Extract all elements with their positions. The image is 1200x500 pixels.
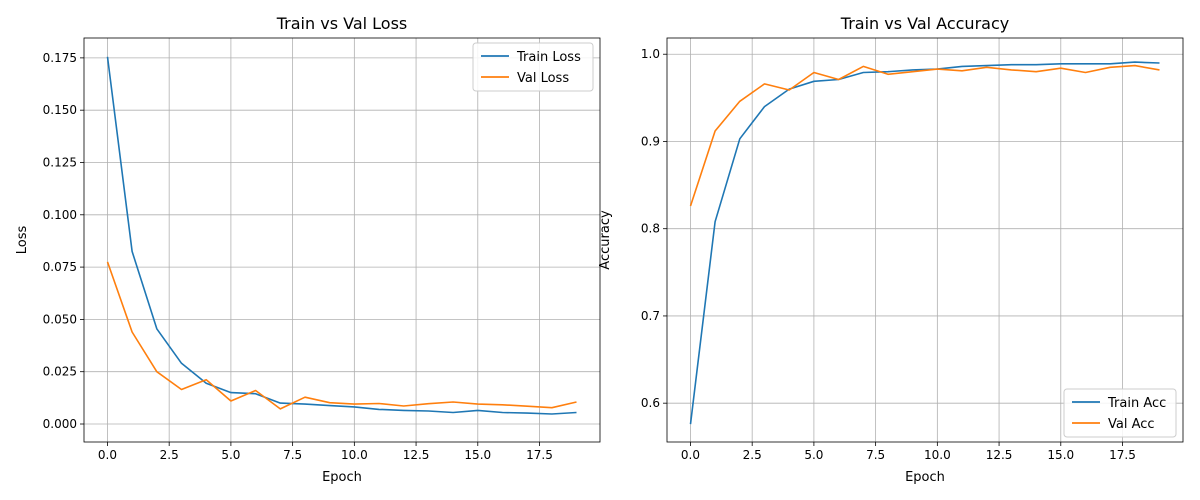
loss-y-tick-label: 0.150 bbox=[43, 103, 77, 117]
loss-y-axis-label: Loss bbox=[15, 226, 30, 255]
loss-y-tick-label: 0.100 bbox=[43, 208, 77, 222]
accuracy-chart-title: Train vs Val Accuracy bbox=[840, 14, 1009, 33]
loss-y-tick-label: 0.175 bbox=[43, 51, 77, 65]
accuracy-y-axis-label: Accuracy bbox=[598, 210, 613, 270]
loss-x-tick-label: 2.5 bbox=[160, 448, 179, 462]
accuracy-chart: 0.0 2.5 5.0 7.5 10.0 12.5 15.0 17.5 0.6 0.7 0.8 0.9… bbox=[598, 14, 1184, 485]
loss-series-train-loss-line bbox=[106, 56, 577, 415]
accuracy-plot-frame bbox=[666, 37, 1184, 443]
accuracy-y-tick-label: 0.8 bbox=[641, 222, 660, 236]
loss-series-lines bbox=[106, 56, 577, 415]
accuracy-ticks: 0.0 2.5 5.0 7.5 10.0 12.5 15.0 17.5 0.6 0.7 0.8 0.9… bbox=[641, 47, 1136, 462]
accuracy-x-tick-label: 15.0 bbox=[1047, 448, 1074, 462]
accuracy-y-tick-label: 0.9 bbox=[641, 134, 660, 148]
loss-x-tick-label: 10.0 bbox=[341, 448, 368, 462]
accuracy-x-tick-label: 12.5 bbox=[986, 448, 1013, 462]
accuracy-y-tick-label: 0.6 bbox=[641, 396, 660, 410]
accuracy-legend-label: Train Acc bbox=[1107, 396, 1166, 411]
accuracy-series-train-acc-line bbox=[689, 61, 1160, 425]
loss-x-axis-label: Epoch bbox=[322, 470, 362, 485]
accuracy-grid bbox=[667, 38, 1183, 442]
loss-chart: 0.0 2.5 5.0 7.5 10.0 12.5 15.0 17.5 0.000 0.025 0.… bbox=[15, 14, 601, 485]
accuracy-series-val-acc-line bbox=[689, 64, 1160, 207]
loss-plot-frame bbox=[83, 37, 601, 443]
loss-ticks: 0.0 2.5 5.0 7.5 10.0 12.5 15.0 17.5 0.000 0.025 0.… bbox=[43, 51, 553, 462]
accuracy-y-tick-label: 1.0 bbox=[641, 47, 660, 61]
loss-x-tick-label: 15.0 bbox=[464, 448, 491, 462]
accuracy-legend-box bbox=[1063, 388, 1177, 438]
loss-y-tick-label: 0.050 bbox=[43, 312, 77, 326]
accuracy-x-tick-label: 0.0 bbox=[681, 448, 700, 462]
accuracy-x-tick-label: 5.0 bbox=[804, 448, 823, 462]
loss-x-tick-label: 17.5 bbox=[526, 448, 553, 462]
loss-y-tick-label: 0.025 bbox=[43, 365, 77, 379]
loss-chart-title: Train vs Val Loss bbox=[276, 14, 408, 33]
loss-x-tick-label: 12.5 bbox=[403, 448, 430, 462]
loss-series-val-loss-line bbox=[106, 261, 577, 410]
accuracy-x-tick-label: 7.5 bbox=[866, 448, 885, 462]
accuracy-legend: Train Acc Val Acc bbox=[1063, 388, 1177, 438]
loss-legend-box bbox=[472, 42, 594, 92]
accuracy-series-lines bbox=[689, 61, 1160, 425]
loss-x-tick-label: 0.0 bbox=[98, 448, 117, 462]
loss-x-tick-label: 5.0 bbox=[221, 448, 240, 462]
loss-y-tick-label: 0.075 bbox=[43, 260, 77, 274]
accuracy-x-tick-label: 2.5 bbox=[743, 448, 762, 462]
loss-legend-label: Val Loss bbox=[517, 71, 569, 86]
loss-legend: Train Loss Val Loss bbox=[472, 42, 594, 92]
loss-y-tick-label: 0.000 bbox=[43, 417, 77, 431]
accuracy-x-tick-label: 10.0 bbox=[924, 448, 951, 462]
loss-legend-label: Train Loss bbox=[516, 50, 581, 65]
loss-grid bbox=[84, 38, 600, 442]
loss-x-tick-label: 7.5 bbox=[283, 448, 302, 462]
accuracy-y-tick-label: 0.7 bbox=[641, 309, 660, 323]
accuracy-x-tick-label: 17.5 bbox=[1109, 448, 1136, 462]
accuracy-legend-label: Val Acc bbox=[1108, 417, 1155, 432]
loss-y-tick-label: 0.125 bbox=[43, 155, 77, 169]
accuracy-x-axis-label: Epoch bbox=[905, 470, 945, 485]
